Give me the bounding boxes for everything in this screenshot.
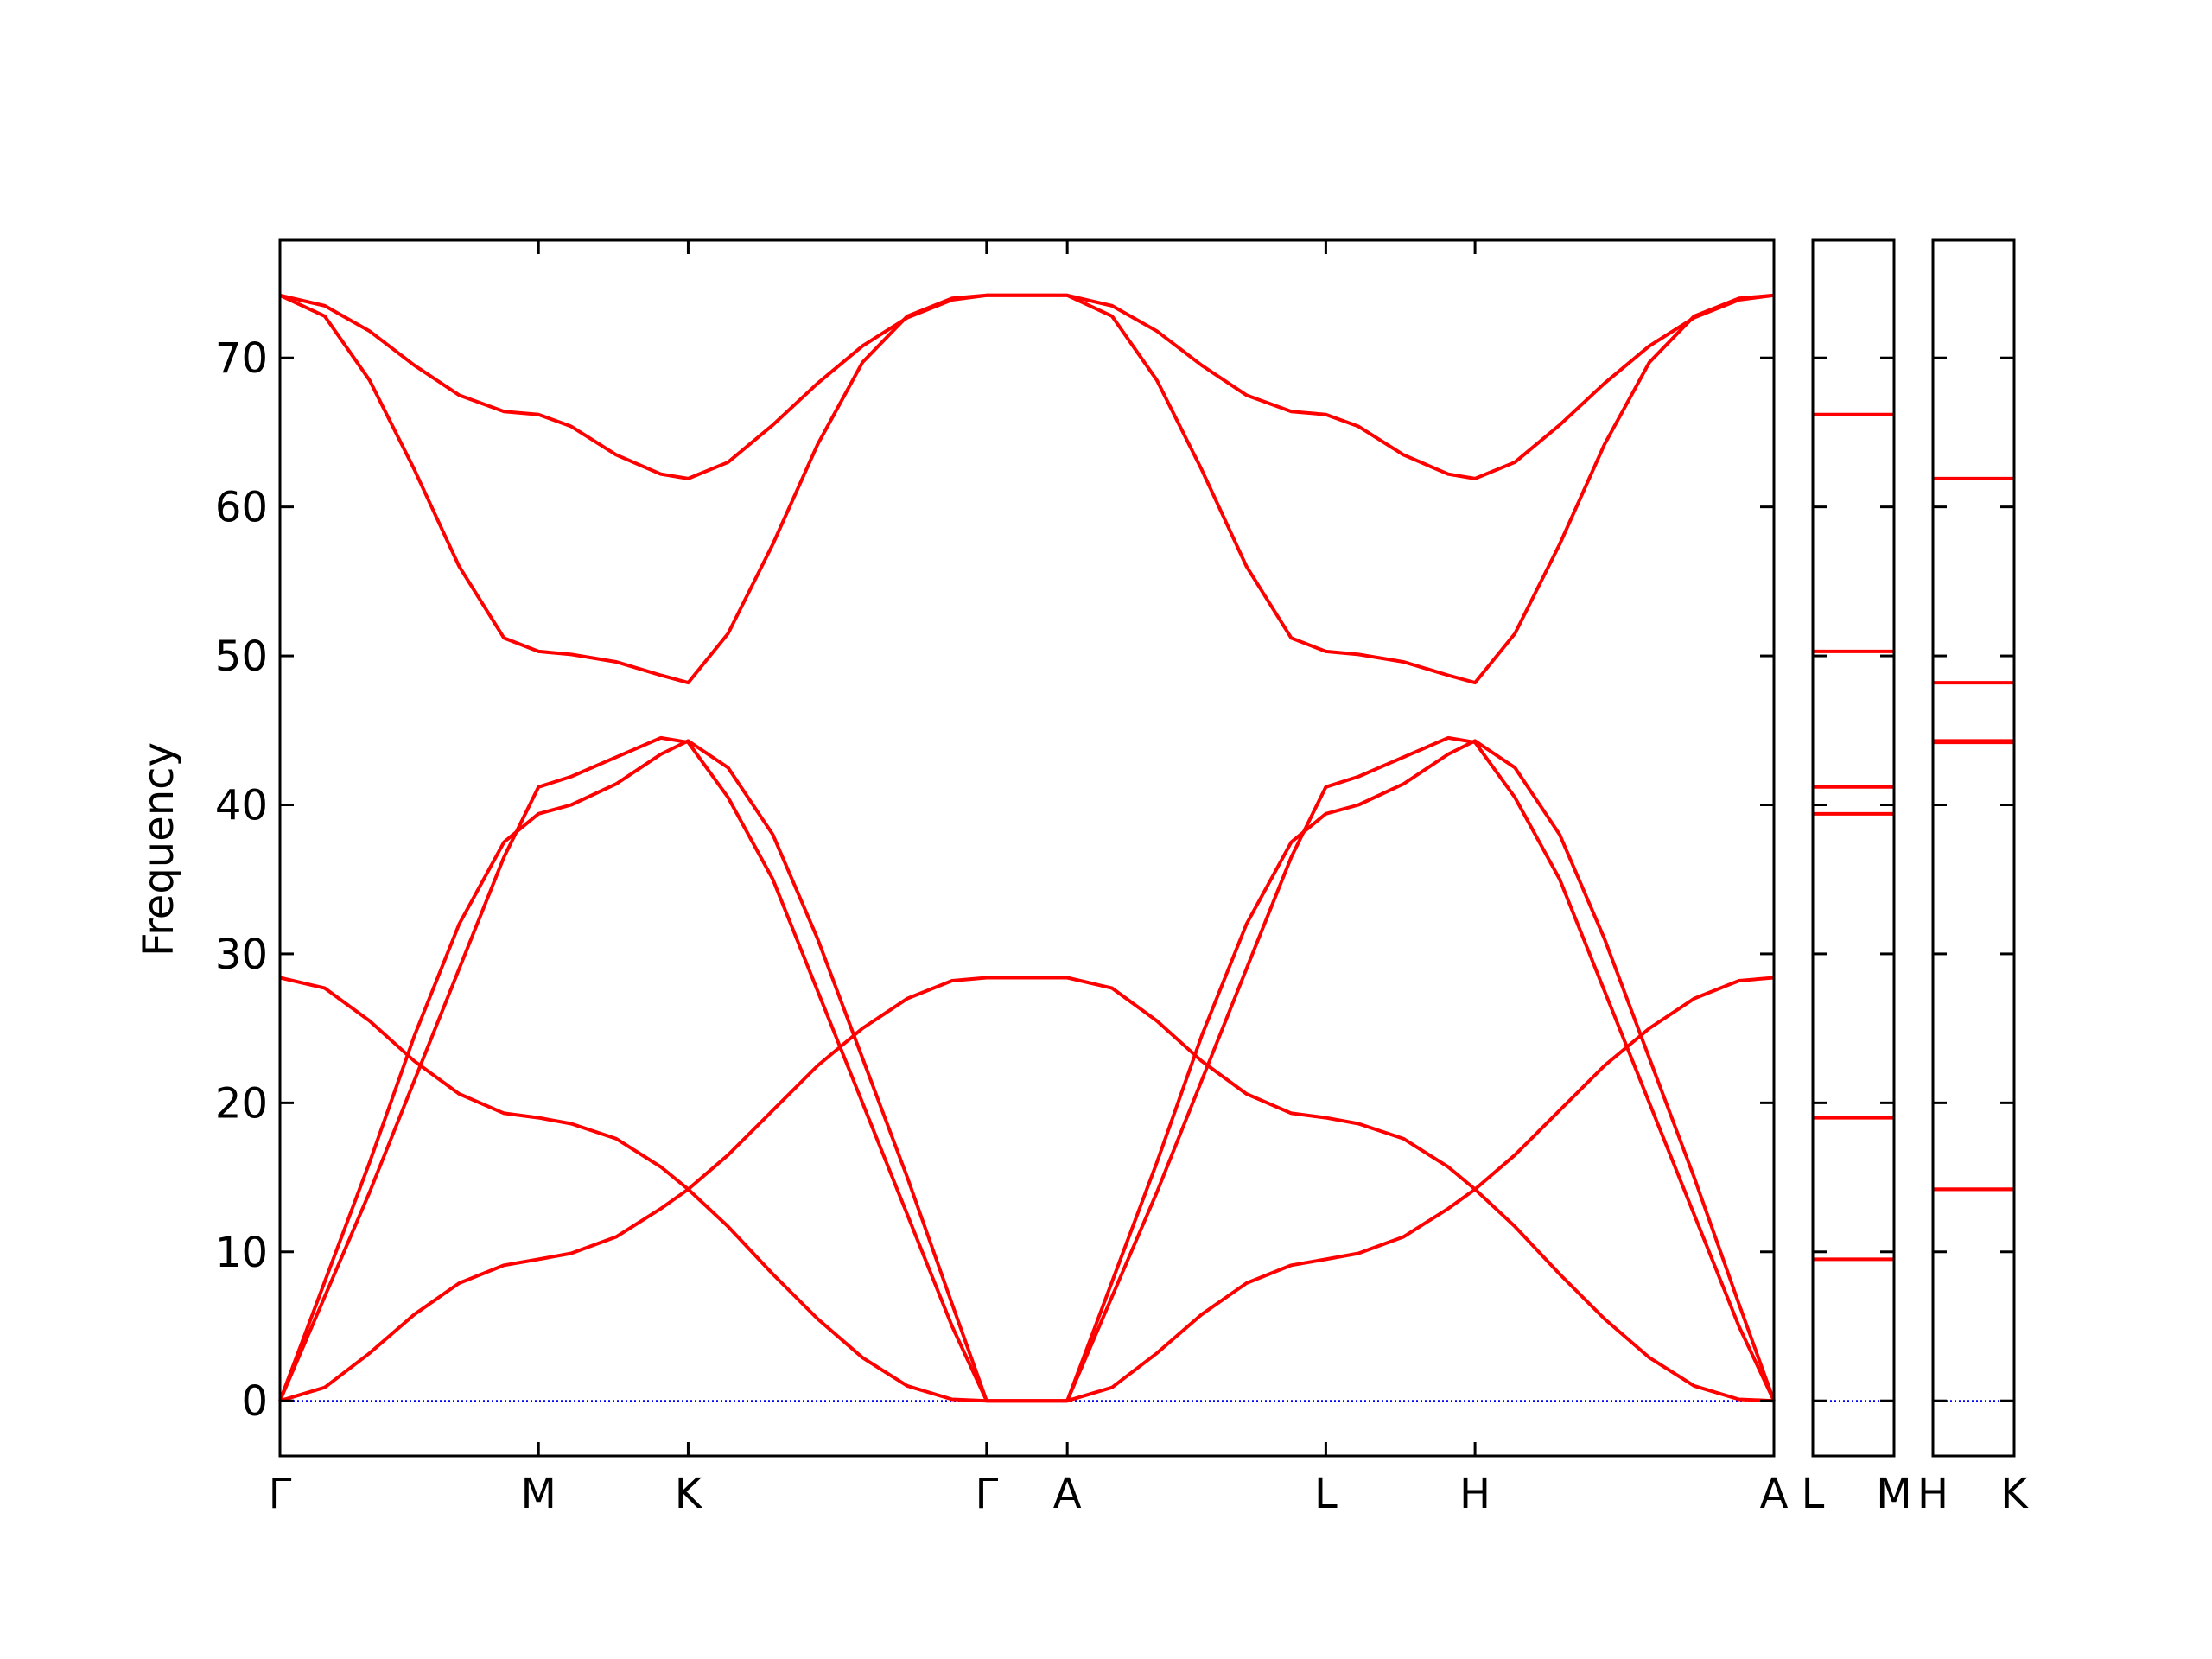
- x-tick-label: A: [1053, 1470, 1082, 1518]
- x-tick-label: H: [1459, 1470, 1491, 1518]
- plot-frame: [1811, 238, 1896, 1458]
- y-tick-label: 0: [241, 1377, 268, 1426]
- x-tick-label: Γ: [975, 1470, 998, 1518]
- x-tick-label: M: [1876, 1470, 1911, 1518]
- y-tick-label: 20: [215, 1079, 268, 1128]
- x-tick-label: M: [521, 1470, 556, 1518]
- y-tick-label: 70: [215, 334, 268, 383]
- y-tick-label: 30: [215, 931, 268, 979]
- x-tick-label: L: [1314, 1470, 1338, 1518]
- band-line: [279, 293, 1775, 685]
- y-tick-label: 60: [215, 484, 268, 532]
- x-tick-label: Γ: [269, 1470, 292, 1518]
- band-line: [279, 976, 1775, 1403]
- band-line: [279, 976, 1775, 1403]
- y-tick-label: 40: [215, 781, 268, 830]
- y-axis-label: Frequency: [135, 742, 183, 957]
- x-tick-label: H: [1917, 1470, 1948, 1518]
- band-line: [278, 739, 1776, 1403]
- plot-frame: [278, 238, 1776, 1458]
- y-tick-label: 10: [215, 1229, 268, 1277]
- band-line: [278, 735, 1776, 1403]
- band-line: [279, 293, 1775, 480]
- y-tick-label: 50: [215, 632, 268, 681]
- x-tick-label: A: [1760, 1470, 1789, 1518]
- plot-frame: [1931, 238, 2016, 1458]
- x-tick-label: K: [2000, 1470, 2029, 1518]
- x-tick-label: L: [1802, 1470, 1825, 1518]
- x-tick-label: K: [675, 1470, 703, 1518]
